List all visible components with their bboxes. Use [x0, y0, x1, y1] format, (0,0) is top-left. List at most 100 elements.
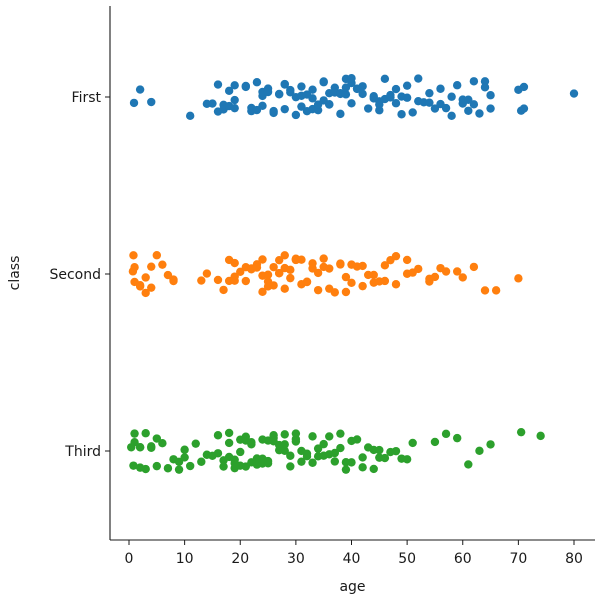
- data-point: [252, 78, 262, 87]
- data-point: [486, 91, 495, 100]
- data-point: [514, 274, 523, 283]
- data-point: [274, 255, 284, 265]
- data-point: [236, 267, 245, 277]
- data-point: [391, 446, 401, 456]
- data-point: [236, 447, 245, 457]
- data-point: [408, 438, 417, 448]
- data-point: [152, 461, 162, 471]
- data-point: [436, 84, 445, 93]
- data-point: [280, 104, 289, 114]
- x-tick-label: 50: [398, 551, 416, 567]
- data-point: [491, 286, 501, 295]
- data-point: [163, 464, 173, 473]
- data-point: [297, 82, 306, 91]
- data-point: [408, 108, 417, 117]
- data-point: [152, 434, 162, 443]
- data-point: [358, 261, 367, 271]
- data-point: [291, 429, 301, 438]
- data-point: [180, 445, 189, 454]
- data-point: [402, 93, 412, 102]
- data-point: [224, 428, 234, 438]
- data-point: [219, 462, 228, 471]
- data-point: [425, 88, 434, 98]
- data-point: [269, 106, 278, 116]
- data-point: [341, 287, 351, 297]
- data-point: [380, 74, 390, 83]
- data-point: [336, 443, 345, 453]
- data-point: [213, 431, 223, 440]
- data-point: [430, 437, 440, 447]
- data-point: [291, 437, 301, 446]
- data-point: [414, 264, 423, 274]
- data-point: [430, 272, 440, 282]
- data-point: [347, 278, 356, 288]
- data-point: [286, 462, 295, 471]
- data-point: [452, 433, 462, 443]
- data-point: [163, 270, 173, 280]
- data-point: [347, 74, 356, 83]
- data-point: [230, 81, 239, 90]
- data-point: [397, 110, 406, 119]
- data-point: [247, 440, 256, 449]
- data-point: [291, 110, 301, 120]
- data-point: [358, 281, 367, 291]
- data-point: [391, 280, 401, 289]
- data-point: [414, 74, 423, 83]
- data-point: [263, 270, 273, 279]
- data-point: [297, 457, 306, 466]
- data-point: [441, 103, 451, 113]
- data-point: [347, 99, 356, 108]
- series-first: [129, 74, 579, 121]
- data-point: [152, 251, 162, 260]
- data-point: [280, 284, 289, 293]
- data-point: [213, 449, 223, 458]
- data-point: [319, 439, 328, 449]
- data-point: [358, 463, 367, 472]
- data-point: [258, 255, 267, 264]
- data-point: [308, 259, 317, 268]
- data-point: [280, 251, 289, 260]
- series-third: [127, 427, 545, 474]
- data-point: [274, 268, 284, 278]
- data-point: [480, 77, 490, 86]
- data-point: [241, 81, 251, 91]
- data-point: [486, 440, 495, 449]
- data-point: [280, 430, 289, 439]
- data-point: [441, 267, 451, 276]
- y-axis-label: class: [7, 256, 23, 291]
- x-axis-ticks: 0 10 20 30 40 50 60 70 80: [125, 540, 583, 567]
- data-point: [147, 262, 156, 271]
- data-point: [391, 84, 401, 94]
- data-point: [252, 263, 262, 272]
- data-point: [280, 446, 289, 455]
- data-point: [308, 432, 317, 441]
- data-point: [402, 255, 412, 265]
- data-point: [341, 465, 351, 474]
- points-layer: [127, 74, 579, 474]
- data-point: [286, 273, 295, 283]
- data-point: [475, 446, 484, 455]
- y-tick-label-first: First: [72, 90, 102, 106]
- data-point: [308, 94, 317, 103]
- data-point: [330, 457, 340, 466]
- data-point: [141, 429, 150, 438]
- data-point: [258, 101, 267, 110]
- data-point: [230, 95, 239, 105]
- data-point: [269, 431, 278, 440]
- data-point: [475, 109, 484, 118]
- data-point: [391, 251, 401, 261]
- data-point: [286, 265, 295, 275]
- data-point: [358, 89, 367, 99]
- data-point: [375, 100, 384, 109]
- data-point: [302, 449, 312, 458]
- data-point: [280, 79, 289, 89]
- data-point: [452, 267, 462, 276]
- data-point: [336, 109, 345, 119]
- data-point: [480, 286, 490, 295]
- data-point: [230, 276, 239, 285]
- data-point: [280, 440, 289, 449]
- data-point: [141, 464, 150, 474]
- y-axis-ticks: First Second Third: [49, 90, 110, 460]
- data-point: [430, 104, 440, 113]
